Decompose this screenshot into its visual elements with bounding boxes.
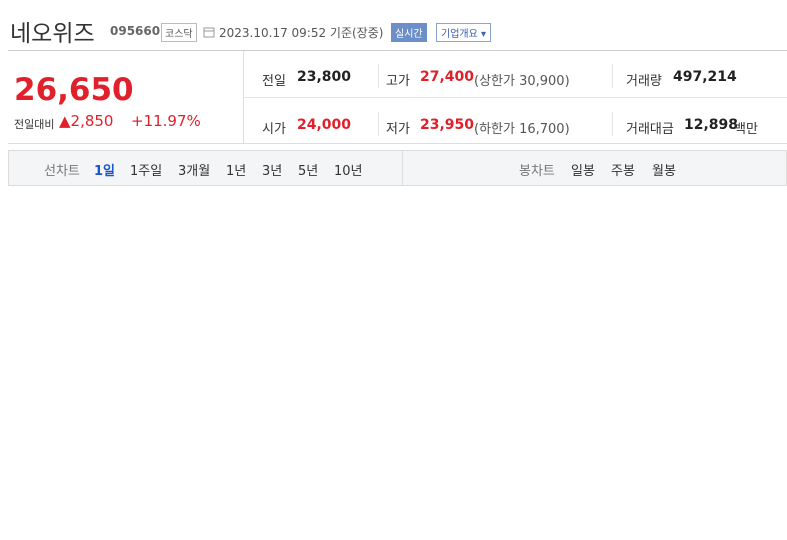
- stat-value: 12,898: [684, 117, 739, 133]
- stat-label: 저가: [386, 122, 410, 137]
- stock-name: 네오위즈: [10, 21, 95, 47]
- market-badge: 코스닥: [161, 23, 197, 42]
- tab-item[interactable]: 10년: [334, 164, 363, 179]
- calendar-icon: 26,51525,71324,91224,11023,309거래량10/1623…: [203, 27, 215, 38]
- tab-item[interactable]: 월봉: [652, 164, 676, 179]
- change-label: 전일대비: [14, 118, 55, 131]
- stat-label: 전일: [262, 74, 286, 89]
- tab-label: 선차트: [44, 164, 80, 179]
- stat-value: 23,800: [297, 69, 352, 85]
- tab-item[interactable]: 1년: [226, 164, 247, 179]
- stat-label: 거래량: [626, 74, 662, 89]
- divider: [378, 112, 379, 136]
- divider: [612, 112, 613, 136]
- stat-label: 시가: [262, 122, 286, 137]
- tab-item[interactable]: 5년: [298, 164, 319, 179]
- realtime-badge[interactable]: 실시간: [391, 23, 427, 42]
- quote-box: [8, 50, 787, 144]
- price: 26,650: [14, 72, 134, 108]
- divider: [612, 64, 613, 88]
- divider: [243, 97, 787, 98]
- stock-code: 095660: [110, 24, 161, 38]
- tab-label: 봉차트: [519, 164, 555, 179]
- chart: [0, 190, 787, 540]
- tab-item[interactable]: 일봉: [571, 164, 595, 179]
- stat-value: 24,000: [297, 117, 352, 133]
- stat-unit: 백만: [734, 122, 758, 137]
- divider: [402, 151, 403, 185]
- change-pct: +11.97%: [131, 112, 201, 130]
- stat-label: 고가: [386, 74, 410, 89]
- company-button[interactable]: 기업개요 ▾: [436, 23, 491, 42]
- tab-item[interactable]: 3개월: [178, 164, 211, 179]
- tab-bar: [8, 150, 787, 186]
- stat-note: (하한가 16,700): [474, 122, 570, 137]
- tab-item[interactable]: 3년: [262, 164, 283, 179]
- stat-value: 23,950: [420, 117, 475, 133]
- tab-item[interactable]: 1주일: [130, 164, 163, 179]
- stat-label: 거래대금: [626, 122, 674, 137]
- stat-value: 27,400: [420, 69, 475, 85]
- tab-item[interactable]: 주봉: [611, 164, 635, 179]
- stat-note: (상한가 30,900): [474, 74, 570, 89]
- tab-item[interactable]: 1일: [94, 164, 116, 179]
- stat-value: 497,214: [673, 69, 737, 85]
- divider: [378, 64, 379, 88]
- datetime: 2023.10.17 09:52 기준(장중): [219, 26, 384, 40]
- change: ▲2,850: [59, 112, 114, 130]
